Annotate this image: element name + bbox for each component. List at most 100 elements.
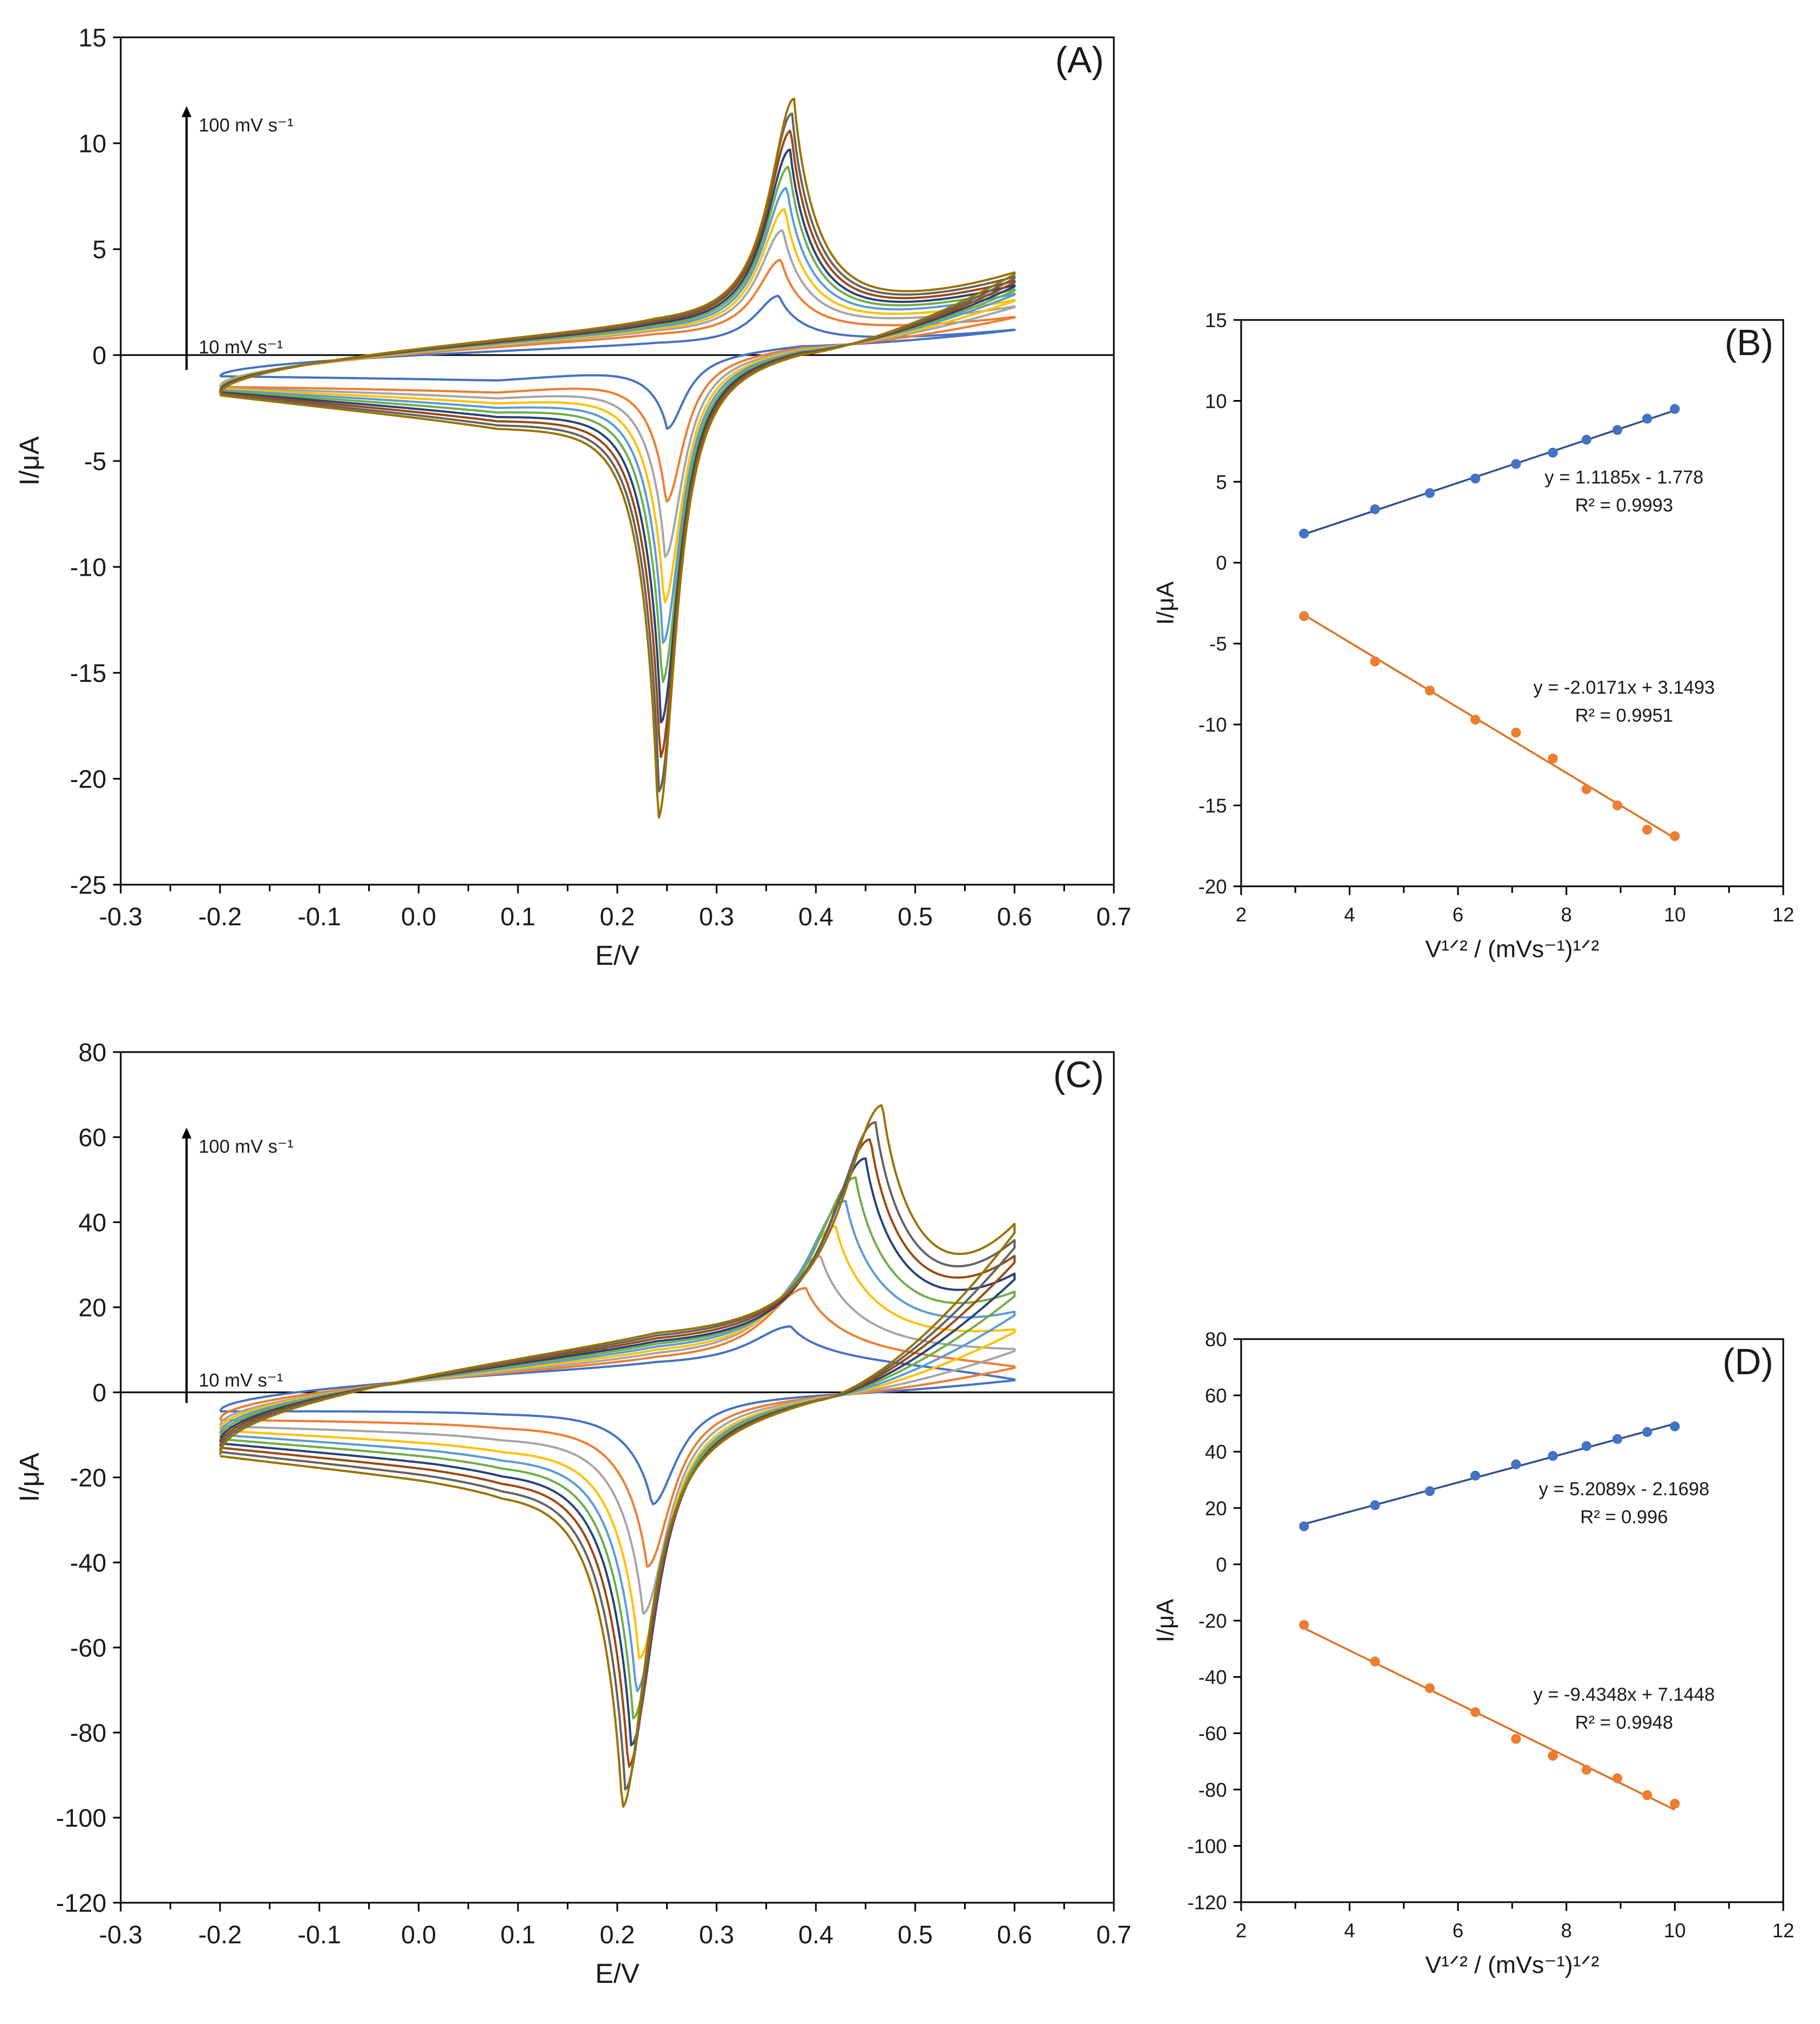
data-point-anodic [1470,473,1480,483]
x-tick-label: 0.6 [997,902,1032,931]
cv-curve-50-mV-s [219,1200,1016,1693]
x-tick-label: 2 [1236,1919,1247,1942]
data-point-anodic [1670,1421,1680,1432]
plot-frame [1240,319,1784,887]
y-tick-label: -100 [1187,1835,1227,1857]
cv-curve-90-mV-s [219,1121,1016,1791]
x-tick-label: 8 [1561,1919,1572,1942]
cv-curve-60-mV-s [219,1176,1016,1720]
y-tick-label: -15 [1198,795,1227,817]
x-tick-label: 2 [1236,903,1247,926]
trendline-cathodic [1303,614,1676,839]
y-tick-label: 20 [1205,1497,1227,1520]
data-point-cathodic [1470,715,1480,725]
y-tick-label: -20 [1198,1610,1227,1632]
x-tick-label: 0.5 [898,1920,933,1949]
y-tick-label: -120 [56,1889,106,1918]
data-point-anodic [1470,1470,1480,1481]
data-point-cathodic [1299,1620,1309,1630]
data-point-anodic [1370,1500,1381,1510]
data-point-anodic [1424,1486,1435,1497]
data-point-cathodic [1370,1656,1381,1667]
cv-curve-80-mV-s [219,1138,1016,1768]
x-tick-label: 4 [1344,1919,1355,1942]
data-point-cathodic [1424,1683,1435,1694]
data-point-anodic [1370,504,1381,514]
x-tick-label: 0.0 [401,902,436,931]
data-point-cathodic [1581,1764,1592,1775]
x-tick-label: -0.3 [99,1920,142,1949]
y-axis-title: I/μA [14,1452,44,1502]
data-point-anodic [1511,459,1521,469]
data-point-cathodic [1548,754,1558,764]
y-tick-label: -40 [1198,1666,1227,1689]
annotation-bottom: 10 mV s⁻¹ [199,1370,283,1391]
data-point-anodic [1642,1427,1653,1437]
x-axis-title: E/V [595,940,640,971]
x-tick-label: 0.0 [401,1920,436,1949]
trend-equation-anodic: y = 1.1185x - 1.778 [1545,467,1704,488]
y-tick-label: -10 [70,553,106,582]
y-tick-label: 20 [78,1294,106,1322]
data-point-anodic [1670,404,1680,414]
cv-curve-10-mV-s [219,295,1016,430]
x-tick-label: 6 [1452,903,1463,926]
x-axis-title: V¹ᐟ² / (mVs⁻¹)¹ᐟ² [1425,936,1599,963]
y-tick-label: 5 [1216,471,1227,493]
panel-label: (D) [1722,1342,1773,1382]
cv-curve-40-mV-s [219,1225,1016,1660]
x-tick-label: 10 [1664,903,1686,926]
panel-d-peak-current-plot: 2 4 6 8 10 12 -120 -100 -80 -60 -40 -20 0 20 40 60 80 V¹ᐟ… [1152,1328,1794,1978]
x-tick-label: 0.6 [997,1920,1032,1949]
x-tick-label: 0.3 [699,1920,734,1949]
cv-curve-60-mV-s [219,165,1016,683]
trend-r2-anodic: R² = 0.996 [1580,1507,1668,1528]
cv-curve-50-mV-s [219,187,1016,644]
y-tick-label: 10 [1205,390,1227,412]
y-tick-label: -10 [1198,713,1227,736]
panel-a-cyclic-voltammogram: -0.3 -0.2 -0.1 0.0 0.1 0.2 0.3 0.4 0.5 0.6 0.7 -25 -… [14,24,1131,971]
cv-curve-100-mV-s [219,1104,1016,1808]
y-tick-label: 60 [1205,1385,1227,1407]
x-tick-label: -0.1 [297,902,341,931]
trend-equation-cathodic: y = -2.0171x + 3.1493 [1534,677,1715,698]
panel-label: (A) [1055,40,1104,81]
data-point-cathodic [1511,1734,1521,1744]
data-point-cathodic [1548,1751,1558,1761]
y-tick-label: 10 [78,130,106,158]
trend-equation-cathodic: y = -9.4348x + 7.1448 [1534,1684,1715,1705]
panel-label: (C) [1053,1055,1104,1095]
x-tick-label: 0.2 [600,902,635,931]
y-tick-label: -120 [1187,1891,1227,1914]
x-tick-label: 8 [1561,903,1572,926]
y-axis-title: I/μA [1152,1599,1179,1643]
data-point-anodic [1299,529,1309,539]
x-tick-label: 0.1 [500,902,536,931]
data-point-anodic [1612,425,1622,435]
y-tick-label: 0 [92,1379,106,1407]
trend-r2-cathodic: R² = 0.9951 [1575,705,1674,726]
y-tick-label: -20 [70,1464,106,1492]
x-tick-label: 0.1 [500,1920,536,1949]
scan-rate-arrowhead [182,1127,191,1139]
cv-curve-30-mV-s [219,1255,1016,1615]
scan-rate-arrowhead [182,106,191,117]
y-tick-label: 0 [1216,1553,1227,1576]
x-tick-label: 10 [1664,1919,1686,1942]
data-point-anodic [1548,447,1558,458]
y-tick-label: 40 [1205,1441,1227,1463]
y-tick-label: -5 [84,447,106,476]
y-tick-label: -15 [70,659,106,688]
y-tick-label: -100 [56,1804,106,1832]
y-tick-label: 15 [1205,309,1227,331]
annotation-bottom: 10 mV s⁻¹ [199,337,283,358]
y-tick-label: -80 [70,1719,106,1747]
trend-r2-cathodic: R² = 0.9948 [1575,1712,1674,1733]
data-point-anodic [1424,488,1435,498]
y-tick-label: -60 [70,1634,106,1662]
plot-frame [1240,1338,1784,1903]
data-point-cathodic [1642,824,1653,835]
y-tick-label: -25 [70,871,106,899]
x-tick-label: 4 [1344,903,1355,926]
data-point-cathodic [1299,611,1309,621]
